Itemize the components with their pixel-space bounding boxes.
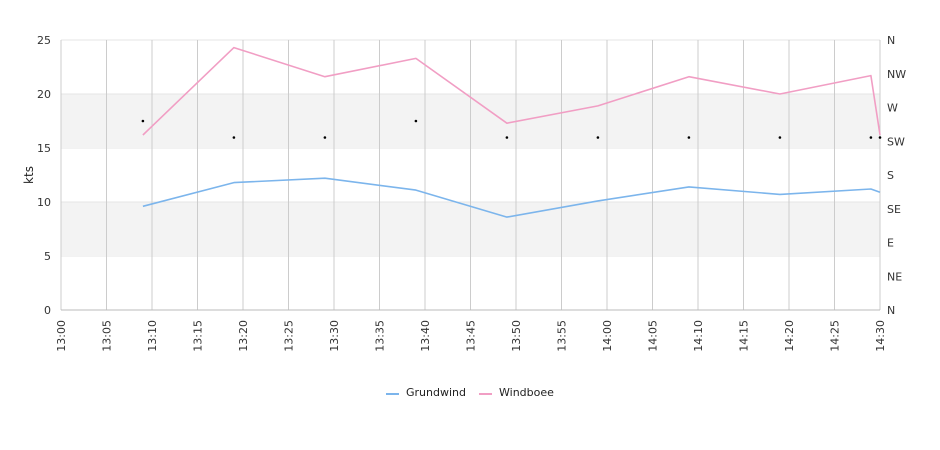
x-tick-label: 14:10 (692, 320, 705, 352)
y-tick-label: 25 (37, 34, 51, 47)
direction-point (687, 136, 691, 139)
x-tick-label: 13:05 (101, 320, 114, 352)
direction-tick-label: W (887, 102, 898, 115)
y-tick-label: 0 (44, 304, 51, 317)
direction-point (323, 136, 327, 139)
y-tick-label: 15 (37, 142, 51, 155)
series-layer (142, 46, 881, 218)
x-axis-labels: 13:00 13:05 13:10 13:15 13:20 13:25 13:30 13:35… (55, 320, 887, 352)
x-tick-label: 13:30 (328, 320, 341, 352)
direction-point (878, 136, 882, 139)
direction-point (232, 136, 236, 139)
direction-tick-label: SW (887, 135, 905, 148)
direction-point (596, 136, 600, 139)
direction-markers (141, 119, 882, 139)
direction-point (414, 119, 418, 123)
x-tick-label: 13:40 (419, 320, 432, 352)
x-tick-label: 13:35 (374, 320, 387, 352)
x-tick-label: 13:45 (465, 320, 478, 352)
x-tick-label: 14:15 (738, 320, 751, 352)
direction-point (141, 119, 145, 123)
direction-point (869, 136, 873, 139)
x-tick-label: 14:05 (647, 320, 660, 352)
legend-label: Windboee (499, 386, 554, 399)
vertical-gridlines (60, 40, 881, 310)
y-axis-labels: 0 5 10 15 20 25 (37, 34, 51, 317)
x-tick-label: 13:55 (556, 320, 569, 352)
legend-label: Grundwind (406, 386, 466, 399)
x-tick-label: 14:25 (829, 320, 842, 352)
legend-item-windboee[interactable]: Windboee (479, 386, 554, 399)
x-tick-label: 14:30 (874, 320, 887, 352)
x-tick-label: 13:10 (146, 320, 159, 352)
x-tick-label: 13:15 (192, 320, 205, 352)
x-tick-label: 14:00 (601, 320, 614, 352)
x-tick-label: 13:25 (283, 320, 296, 352)
y-tick-label: 10 (37, 196, 51, 209)
direction-tick-label: SE (887, 203, 901, 216)
y-tick-label: 20 (37, 88, 51, 101)
x-tick-label: 13:00 (55, 320, 68, 352)
y-tick-label: 5 (44, 250, 51, 263)
direction-tick-label: NW (887, 68, 906, 81)
x-tick-label: 13:20 (237, 320, 250, 352)
x-tick-label: 13:50 (510, 320, 523, 352)
direction-point (505, 136, 509, 139)
direction-tick-label: S (887, 169, 894, 182)
direction-tick-label: E (887, 237, 894, 250)
direction-tick-label: N (887, 34, 895, 47)
y-axis-title: kts (22, 166, 36, 184)
direction-tick-label: NE (887, 270, 902, 283)
series-line-grundwind (142, 177, 881, 218)
direction-axis-labels: N NE E SE S SW W NW N (887, 34, 906, 317)
direction-point (778, 136, 782, 139)
x-tick-label: 14:20 (783, 320, 796, 352)
legend-item-grundwind[interactable]: Grundwind (386, 386, 466, 399)
direction-tick-label: N (887, 304, 895, 317)
legend[interactable]: Grundwind Windboee (386, 386, 554, 399)
series-line-windboee (142, 46, 881, 136)
